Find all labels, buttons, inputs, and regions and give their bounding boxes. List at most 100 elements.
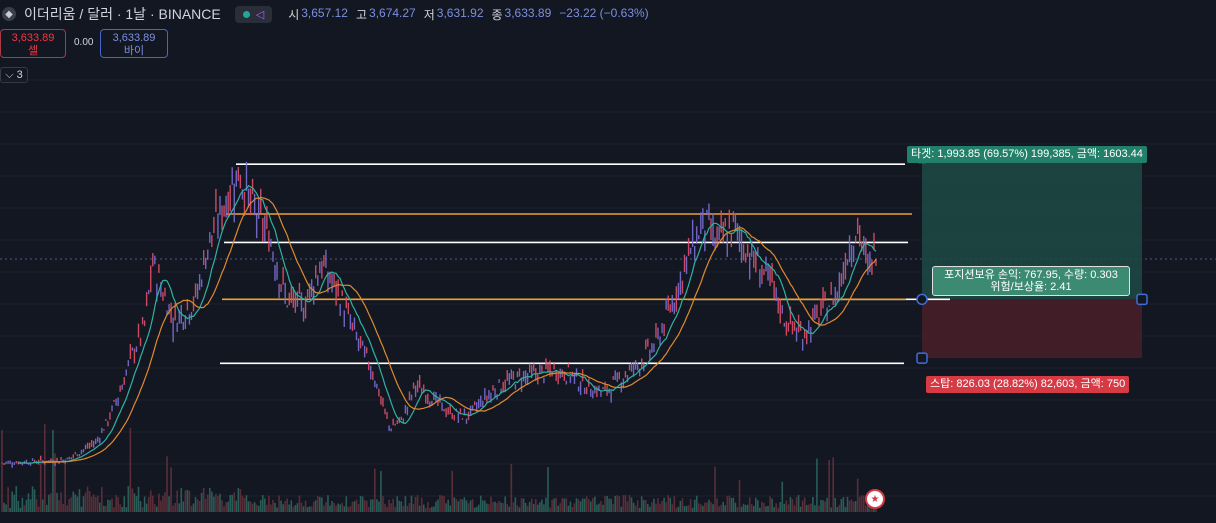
volume-bar — [795, 497, 798, 512]
volume-bar — [518, 507, 521, 512]
volume-bar — [539, 502, 541, 512]
volume-bar — [308, 506, 311, 512]
us-flag-icon[interactable]: ★ — [865, 489, 885, 509]
volume-bar — [410, 495, 413, 512]
volume-bar — [149, 490, 152, 512]
volume-bar — [103, 505, 105, 512]
share-icon[interactable]: ◁ — [255, 8, 265, 21]
position-zones — [922, 157, 1142, 359]
volume-bar — [532, 503, 535, 512]
volume-bar — [1, 430, 3, 512]
volume-bar — [402, 506, 405, 512]
volume-bar — [706, 502, 708, 512]
volume-bar — [225, 502, 227, 512]
volume-bar — [565, 498, 568, 512]
volume-bar — [84, 492, 87, 512]
volume-bar — [268, 495, 270, 512]
volume-bar — [41, 499, 44, 512]
volume-bar — [239, 489, 242, 512]
volume-bar — [378, 501, 380, 512]
spread-value: 0.00 — [74, 37, 94, 48]
horizontal-levels[interactable] — [220, 163, 950, 365]
volume-bar — [789, 497, 792, 512]
market-status-pill[interactable]: ◁ — [234, 5, 273, 23]
volume-bar — [685, 505, 688, 512]
volume-bar — [691, 507, 694, 512]
volume-bar — [763, 503, 765, 512]
volume-bar — [357, 503, 360, 512]
volume-bar — [337, 503, 339, 512]
volume-bar — [530, 498, 533, 512]
volume-bar — [606, 495, 608, 512]
volume-bar — [229, 494, 231, 512]
volume-bar — [302, 506, 305, 512]
volume-bar — [74, 494, 77, 512]
volume-bar — [376, 499, 378, 512]
buy-button[interactable]: 3,633.89 바이 — [100, 29, 168, 58]
volume-bar — [437, 499, 439, 512]
volume-bar — [441, 495, 443, 512]
volume-bar — [732, 497, 735, 512]
symbol-title[interactable]: 이더리움 / 달러 · 1날 · BINANCE — [24, 6, 221, 22]
volume-bar — [264, 498, 266, 512]
volume-bar — [773, 507, 775, 512]
volume-bar — [506, 503, 509, 512]
volume-bar — [482, 500, 484, 512]
volume-bar — [92, 494, 95, 512]
volume-bar — [614, 495, 617, 512]
volume-bar — [561, 498, 564, 512]
volume-bar — [526, 505, 529, 512]
volume-bar — [455, 499, 458, 512]
volume-bar — [640, 496, 643, 512]
volume-bar — [94, 497, 97, 512]
risk-reward: 위험/보상율: 2.41 — [990, 281, 1072, 293]
volume-bar — [433, 506, 435, 512]
volume-bar — [107, 499, 109, 512]
volume-bar — [620, 506, 623, 512]
volume-bar — [388, 499, 390, 512]
volume-bar — [834, 497, 837, 512]
volume-bar — [844, 507, 847, 512]
volume-bar — [390, 503, 392, 512]
volume-bar — [23, 505, 26, 512]
volume-bar — [382, 496, 384, 512]
volume-bar — [292, 506, 295, 512]
volume-bar — [490, 496, 492, 512]
volume-bar — [294, 505, 297, 512]
volume-bar — [759, 507, 761, 512]
volume-bar — [449, 505, 452, 512]
volume-bar — [545, 497, 547, 512]
close-label: 종 — [491, 7, 503, 22]
volume-bar — [119, 504, 121, 512]
volume-bar — [353, 501, 356, 512]
volume-bar — [818, 505, 820, 512]
ma-fast-line — [18, 184, 877, 464]
volume-bar — [579, 501, 582, 512]
volume-bar — [816, 458, 818, 512]
volume-bar — [718, 506, 720, 512]
volume-bar — [439, 494, 441, 512]
moving-averages — [18, 184, 877, 464]
volume-bar — [213, 496, 215, 512]
ethereum-icon: ◆ — [2, 7, 16, 21]
volume-bar — [653, 498, 655, 512]
volume-bar — [76, 496, 79, 512]
sell-button[interactable]: 3,633.89 셀 — [0, 29, 66, 58]
volume-bar — [172, 505, 174, 512]
volume-bar — [805, 504, 808, 512]
volume-bar — [738, 479, 741, 512]
volume-bar — [168, 496, 170, 512]
volume-bar — [164, 492, 166, 512]
volume-bar — [687, 505, 690, 512]
stop-label: 스탑: 826.03 (28.82%) 82,603, 금액: 750 — [926, 376, 1130, 393]
volume-bar — [812, 496, 814, 512]
volume-bar — [33, 489, 36, 512]
volume-bar — [247, 501, 250, 512]
volume-bar — [329, 505, 331, 512]
volume-bar — [724, 505, 727, 512]
volume-bar — [848, 500, 851, 512]
indicators-toggle-button[interactable]: ⌵ 3 — [0, 67, 28, 83]
volume-bar — [836, 507, 839, 512]
volume-bar — [160, 500, 162, 512]
